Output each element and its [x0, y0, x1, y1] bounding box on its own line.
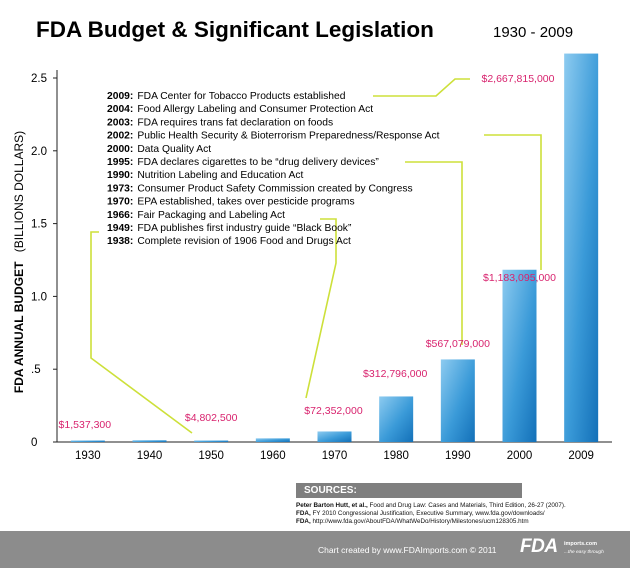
fdaimports-logo: FDA imports.com ...the easy through: [520, 536, 624, 564]
legislation-item: 2009: FDA Center for Tobacco Products est…: [107, 91, 346, 102]
connector-line: [405, 161, 463, 345]
bar-2009: [564, 53, 599, 443]
legislation-text: Public Health Security & Bioterrorism Pr…: [137, 131, 439, 142]
x-tick-label: 1960: [260, 450, 286, 462]
sources-heading: SOURCES:: [296, 483, 522, 498]
y-tick-label: 0: [31, 437, 37, 449]
legislation-text: Data Quality Act: [137, 144, 211, 155]
bar-1940: [132, 440, 167, 442]
source-author: Peter Barton Hutt, et al.,: [296, 502, 368, 509]
source-line: FDA, http://www.fda.gov/AboutFDA/WhatWeD…: [296, 518, 618, 526]
legislation-text: Complete revision of 1906 Food and Drugs…: [137, 236, 351, 247]
bar-value-label: $567,079,000: [426, 338, 490, 350]
legislation-year: 2004:: [107, 104, 133, 115]
legislation-item: 2004: Food Allergy Labeling and Consumer …: [107, 104, 373, 115]
legislation-year: 2009:: [107, 91, 133, 102]
bar-value-label: $312,796,000: [363, 368, 427, 380]
logo-tagline: ...the easy through: [564, 550, 604, 555]
footer-bar: [0, 531, 630, 568]
legislation-text: Nutrition Labeling and Education Act: [137, 170, 303, 181]
legislation-item: 2002: Public Health Security & Bioterrori…: [107, 131, 440, 142]
legislation-text: FDA Center for Tobacco Products establis…: [137, 91, 345, 102]
source-text: http://www.fda.gov/AboutFDA/WhatWeDo/His…: [310, 518, 529, 525]
source-line: Peter Barton Hutt, et al., Food and Drug…: [296, 502, 618, 510]
bar-1930: [70, 440, 105, 442]
x-tick-label: 1930: [75, 450, 101, 462]
y-tick-label: 2.5: [31, 73, 47, 85]
legislation-year: 1973:: [107, 183, 133, 194]
y-tick-label: 1.0: [31, 291, 47, 303]
x-tick-label: 1990: [445, 450, 471, 462]
legislation-item: 1938: Complete revision of 1906 Food and …: [107, 236, 351, 247]
legislation-year: 2002:: [107, 131, 133, 142]
legislation-year: 1995:: [107, 157, 133, 168]
y-tick-label: 2.0: [31, 146, 47, 158]
y-axis-units: (BILLIONS DOLLARS): [12, 131, 26, 252]
chart-title: FDA Budget & Significant Legislation: [36, 17, 434, 42]
x-tick-label: 2009: [568, 450, 594, 462]
y-tick-label: .5: [31, 364, 41, 376]
source-author: FDA,: [296, 510, 311, 517]
bar-value-label: $4,802,500: [185, 412, 238, 424]
x-tick-label: 1970: [322, 450, 348, 462]
legislation-text: FDA declares cigarettes to be “drug deli…: [137, 157, 379, 168]
legislation-text: Food Allergy Labeling and Consumer Prote…: [137, 104, 373, 115]
bar-2000: [502, 269, 537, 442]
bar-value-label: $2,667,815,000: [482, 73, 555, 85]
y-axis-label: FDA ANNUAL BUDGET (BILLIONS DOLLARS): [12, 131, 26, 393]
bar-value-label: $72,352,000: [304, 405, 363, 417]
source-author: FDA,: [296, 518, 311, 525]
legislation-item: 1966: Fair Packaging and Labeling Act: [107, 210, 285, 221]
y-axis-title: FDA ANNUAL BUDGET: [12, 261, 26, 393]
legislation-year: 2000:: [107, 144, 133, 155]
legislation-item: 1949: FDA publishes first industry guide …: [107, 223, 352, 234]
connector-line: [484, 134, 542, 270]
connector-line: [305, 218, 337, 399]
legislation-item: 1973: Consumer Product Safety Commission …: [107, 183, 413, 194]
legislation-item: 2000: Data Quality Act: [107, 144, 211, 155]
legislation-year: 2003:: [107, 117, 133, 128]
legislation-item: 1995: FDA declares cigarettes to be “drug…: [107, 157, 379, 168]
x-tick-label: 1950: [198, 450, 224, 462]
logo-mark: FDA: [520, 536, 558, 557]
legislation-year: 1938:: [107, 236, 133, 247]
legislation-year: 1970:: [107, 197, 133, 208]
bar-value-label: $1,537,300: [59, 419, 112, 431]
legislation-item: 1990: Nutrition Labeling and Education Ac…: [107, 170, 303, 181]
legislation-year: 1990:: [107, 170, 133, 181]
y-tick-label: 1.5: [31, 219, 47, 231]
sources-box: SOURCES: Peter Barton Hutt, et al., Food…: [296, 483, 618, 526]
bar-1950: [194, 440, 229, 442]
source-text: Food and Drug Law: Cases and Materials, …: [367, 502, 566, 509]
footer-credit: Chart created by www.FDAImports.com © 20…: [318, 545, 497, 555]
bar-1990: [440, 359, 475, 442]
bar-1960: [255, 438, 290, 442]
legislation-item: 2003: FDA requires trans fat declaration …: [107, 117, 333, 128]
legislation-year: 1966:: [107, 210, 133, 221]
source-line: FDA, FY 2010 Congressional Justification…: [296, 510, 618, 518]
source-text: FY 2010 Congressional Justification, Exe…: [310, 510, 545, 517]
connector-line: [373, 78, 470, 97]
bar-1980: [379, 396, 414, 442]
chart-subtitle: 1930 - 2009: [493, 24, 573, 41]
bar-1970: [317, 431, 352, 442]
bar-value-label: $1,183,095,000: [483, 272, 556, 284]
legislation-text: FDA requires trans fat declaration on fo…: [137, 117, 333, 128]
legislation-year: 1949:: [107, 223, 133, 234]
legislation-text: EPA established, takes over pesticide pr…: [137, 197, 354, 208]
legislation-text: FDA publishes first industry guide “Blac…: [137, 223, 352, 234]
logo-site: imports.com: [564, 541, 598, 547]
x-tick-label: 1940: [137, 450, 163, 462]
x-tick-label: 1980: [383, 450, 409, 462]
chart: FDA Budget & Significant Legislation 193…: [12, 17, 612, 462]
x-tick-label: 2000: [507, 450, 533, 462]
legislation-text: Fair Packaging and Labeling Act: [137, 210, 285, 221]
connector-line: [90, 231, 193, 434]
legislation-item: 1970: EPA established, takes over pestici…: [107, 197, 355, 208]
legislation-text: Consumer Product Safety Commission creat…: [137, 183, 412, 194]
